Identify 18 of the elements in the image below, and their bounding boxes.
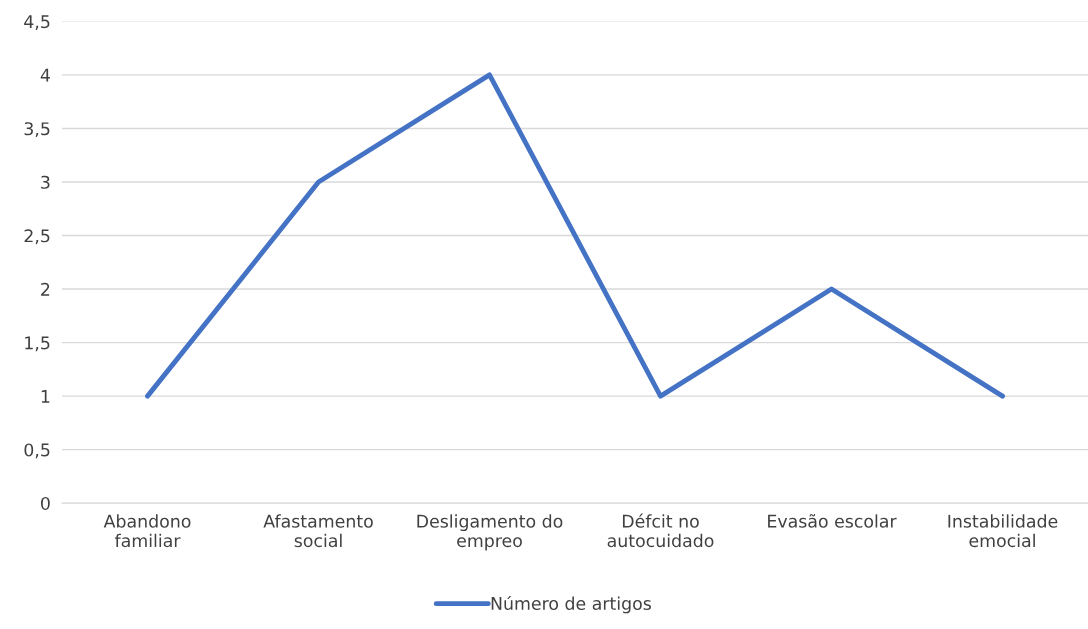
y-tick-label: 4,5 bbox=[24, 15, 50, 30]
y-tick-label: 2 bbox=[41, 282, 50, 296]
line-series bbox=[145, 72, 1005, 399]
y-tick-label: 0 bbox=[41, 496, 50, 511]
y-tick-label: 2,5 bbox=[24, 229, 50, 245]
x-tick-label: Abandono familiar bbox=[103, 514, 191, 548]
x-tick-label: Desligamento do empreo bbox=[417, 514, 563, 551]
y-tick-label: 3 bbox=[41, 175, 50, 189]
y-tick-label: 1 bbox=[41, 390, 50, 403]
y-tick-label: 4 bbox=[40, 68, 50, 82]
x-tick-label: Défcit no autocuidado bbox=[607, 513, 714, 548]
y-tick-label: 0,5 bbox=[24, 443, 50, 459]
y-tick-label: 1,5 bbox=[25, 336, 50, 352]
x-tick-label: Afastamento social bbox=[263, 514, 373, 548]
y-tick-label: 3,5 bbox=[24, 122, 50, 138]
legend-label: Número de artigos bbox=[491, 595, 651, 614]
x-tick-label: Evasão escolar bbox=[768, 514, 897, 528]
x-tick-label: Instabilidade emocial bbox=[948, 514, 1058, 548]
